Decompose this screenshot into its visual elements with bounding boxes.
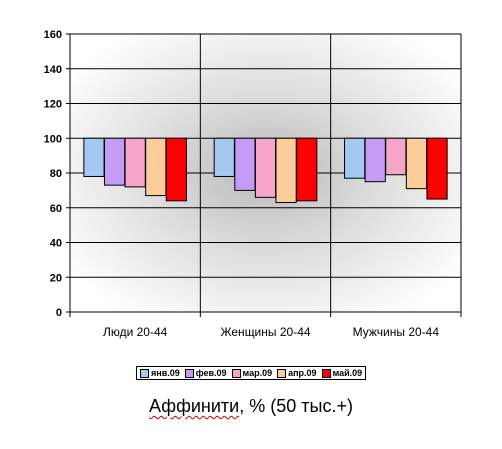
- bar: [364, 137, 386, 183]
- y-tick-label: 80: [50, 168, 62, 180]
- bar: [103, 137, 126, 186]
- bar: [426, 137, 448, 200]
- bar: [344, 137, 366, 179]
- legend-label: фев.09: [195, 368, 227, 378]
- legend-swatch: [140, 368, 149, 378]
- bar: [165, 137, 187, 202]
- bar: [405, 137, 428, 190]
- y-tick-label: 40: [50, 238, 62, 250]
- chart-caption: Аффинити, % (50 тыс.+): [0, 396, 502, 417]
- legend-swatch: [321, 368, 331, 378]
- bar: [275, 137, 297, 204]
- x-tick-labels: Люди 20-44 Женщины 20-44 Мужчины 20-44: [103, 325, 439, 339]
- bar: [234, 137, 256, 191]
- y-tick-label: 120: [44, 99, 62, 111]
- y-tick-label: 20: [50, 272, 62, 284]
- caption-word: Аффинити: [149, 396, 240, 416]
- legend-label: мар.09: [242, 368, 273, 378]
- x-tick-label: Женщины 20-44: [220, 325, 310, 339]
- bar: [124, 137, 146, 188]
- y-tick-label: 100: [44, 133, 62, 145]
- legend-swatch: [231, 368, 241, 378]
- bar: [296, 137, 318, 202]
- legend-item: май.09: [321, 368, 363, 378]
- legend-item: мар.09: [231, 368, 273, 378]
- y-tick-label: 60: [50, 203, 62, 215]
- axes: [66, 33, 462, 317]
- legend-item: апр.09: [277, 368, 317, 378]
- x-tick-label: Мужчины 20-44: [353, 325, 440, 339]
- gridlines: [70, 33, 462, 312]
- y-tick-label: 160: [44, 29, 62, 41]
- y-tick-label: 0: [56, 307, 62, 319]
- legend-swatch: [184, 368, 194, 378]
- bar: [83, 137, 105, 177]
- bar: [385, 137, 407, 176]
- y-tick-label: 140: [44, 64, 62, 76]
- legend-item: фев.09: [184, 368, 227, 378]
- legend-label: май.09: [332, 368, 363, 378]
- legend: янв.09 фев.09 мар.09 апр.09 май.09: [136, 366, 367, 380]
- legend-item: янв.09: [140, 368, 180, 378]
- y-tick-labels: 0 20 40 60 80 100 120 140 160: [44, 29, 62, 319]
- bar: [145, 137, 167, 197]
- bar: [254, 137, 277, 198]
- bars: [83, 137, 448, 204]
- bar: [213, 137, 235, 177]
- caption-rest: , % (50 тыс.+): [239, 396, 353, 416]
- x-tick-label: Люди 20-44: [103, 325, 168, 339]
- legend-label: апр.09: [288, 368, 317, 378]
- legend-swatch: [277, 368, 287, 378]
- legend-label: янв.09: [151, 368, 180, 378]
